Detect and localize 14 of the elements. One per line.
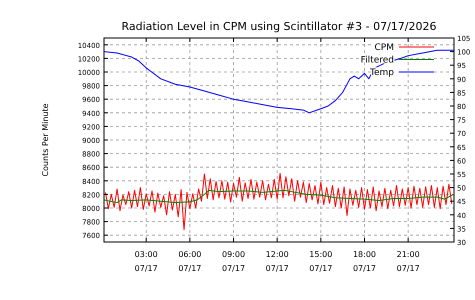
legend-label: CPM xyxy=(374,43,394,53)
y-axis-title: Counts Per Minute xyxy=(41,103,50,177)
x-tick-label: 21:00 07/17 xyxy=(396,250,420,273)
x-tick-label: 12:00 07/17 xyxy=(266,250,289,273)
x-tick-label: 15:00 07/17 xyxy=(309,250,332,273)
line-series xyxy=(104,190,454,204)
legend-label: Filtered xyxy=(360,56,394,66)
x-tick-label: 18:00 07/17 xyxy=(352,250,376,273)
line-series xyxy=(104,50,454,114)
line-series xyxy=(104,172,452,230)
x-tick-label: 03:00 07/17 xyxy=(134,250,158,273)
chart-title: Radiation Level in CPM using Scintillator #3 - 07/17/2026 xyxy=(122,20,436,33)
x-tick-label: 06:00 07/17 xyxy=(178,250,202,273)
x-tick-label: 09:00 07/17 xyxy=(222,250,246,273)
